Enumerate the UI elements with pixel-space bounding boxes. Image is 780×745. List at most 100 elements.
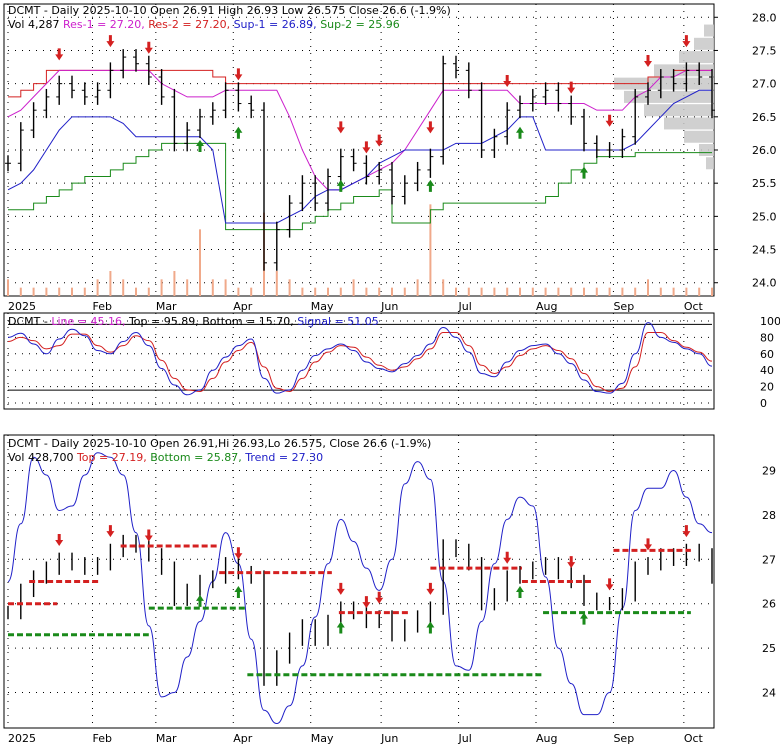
volume-bar <box>467 287 470 296</box>
price-volume-bars <box>7 204 713 296</box>
boll-sell-arrow <box>362 596 371 609</box>
price-panel: 28.0 27.5 27.0 26.5 26.0 25.5 25.0 24.5 24.0 DCM… <box>3 3 777 297</box>
sell-arrow <box>55 48 64 61</box>
osc-y-tick: 60 <box>760 348 774 361</box>
boll-sell-arrow <box>55 533 64 546</box>
buy-arrow <box>580 166 588 179</box>
profile-bar <box>684 130 714 143</box>
boll-y-tick: 28 <box>762 509 776 522</box>
boll-y-tick: 29 <box>762 465 776 478</box>
boll-sell-arrow <box>144 529 153 542</box>
buy-arrow <box>234 126 243 139</box>
boll-sell-arrow <box>567 556 576 569</box>
boll-sell-arrow <box>644 538 652 551</box>
buy-arrow <box>516 126 524 139</box>
boll-x-label: May <box>311 732 334 745</box>
bollinger-header-line1: DCMT - Daily 2025-10-10 Open 26.91,Hi 26… <box>8 437 431 450</box>
oscillator-panel-frame <box>3 312 715 410</box>
boll-x-label: Jul <box>458 732 472 745</box>
volume-bar <box>391 287 393 296</box>
volume-bar <box>211 279 214 296</box>
volume-bar <box>557 287 560 296</box>
profile-bar <box>679 51 714 64</box>
sell-arrow <box>567 81 576 94</box>
price-y-tick: 24.5 <box>752 244 777 257</box>
osc-y-tick: 20 <box>760 381 774 394</box>
volume-bar <box>493 287 496 296</box>
price-h2-part-3: Sup-1 = 26.89, <box>234 18 321 31</box>
volume-bar <box>365 287 368 296</box>
price-y-tick: 27.0 <box>752 78 777 91</box>
volume-bar <box>83 287 86 296</box>
volume-bar <box>621 287 624 296</box>
boll-y-tick: 27 <box>762 553 776 566</box>
volume-bar <box>275 271 278 296</box>
sup2-line <box>8 142 712 231</box>
volume-bar <box>160 279 163 296</box>
volume-bar <box>288 279 291 296</box>
bollinger-panel: 29 28 27 26 25 24 DCMT - Daily 2025-10-10 Ope… <box>3 434 776 729</box>
volume-bar <box>403 287 406 296</box>
bollinger-series <box>7 452 713 725</box>
profile-bar <box>664 117 714 130</box>
boll-x-label: Aug <box>536 732 557 745</box>
boll-buy-arrow <box>516 585 524 598</box>
price-y-tick: 25.0 <box>752 210 777 223</box>
osc-h1-part-3: Bottom = 15.70, <box>202 315 297 328</box>
sell-arrow <box>644 55 652 68</box>
price-x-label: Oct <box>684 300 704 313</box>
volume-bar <box>327 287 329 296</box>
boll-buy-arrow <box>426 621 435 634</box>
boll-h2-part-1: Top = 27.19, <box>76 451 150 464</box>
profile-bar <box>694 37 714 50</box>
price-x-label: Jul <box>458 300 472 313</box>
osc-h1-part-4: Signal = 51.05 <box>297 315 379 328</box>
volume-bar <box>45 287 48 296</box>
volume-bar <box>519 287 521 296</box>
oscillator-panel: 100 80 60 40 20 0 DCMT - Line = 45.16, Top = … <box>3 312 780 410</box>
price-y-tick: 26.0 <box>752 144 777 157</box>
volume-bar <box>32 287 35 296</box>
oscillator-series <box>7 322 713 396</box>
volume-bar <box>96 279 99 296</box>
boll-buy-arrow <box>336 621 345 634</box>
boll-buy-arrow <box>196 594 204 607</box>
osc-y-tick: 0 <box>760 397 767 410</box>
volume-bar <box>250 287 253 296</box>
boll-h2-part-2: Bottom = 25.87, <box>150 451 245 464</box>
boll-x-label: Jun <box>380 732 398 745</box>
volume-bar <box>186 279 189 296</box>
boll-y-tick: 26 <box>762 598 776 611</box>
boll-x-label: Sep <box>613 732 634 745</box>
boll-x-label: Oct <box>684 732 704 745</box>
boll-band-line <box>7 452 713 725</box>
oscillator-header: DCMT - Line = 45.16, Top = 95.89, Bottom… <box>8 315 379 328</box>
boll-x-label: Feb <box>92 732 111 745</box>
boll-buy-arrow <box>234 585 243 598</box>
buy-arrow <box>336 179 345 192</box>
volume-bar <box>352 279 355 296</box>
boll-y-tick: 25 <box>762 642 776 655</box>
volume-bar <box>339 287 342 296</box>
price-h2-part-0: Vol 4,287 <box>8 18 63 31</box>
price-x-label: Apr <box>233 300 253 313</box>
profile-bar <box>644 104 714 117</box>
price-signal-markers <box>55 35 691 192</box>
boll-h2-part-3: Trend = 27.30 <box>244 451 323 464</box>
volume-bar <box>378 287 381 296</box>
volume-bar <box>301 287 304 296</box>
volume-bar <box>135 287 137 296</box>
volume-bar <box>480 287 483 296</box>
sell-arrow <box>682 35 691 48</box>
profile-bar <box>699 144 714 156</box>
boll-h2-part-0: Vol 428,700 <box>8 451 77 464</box>
volume-bar <box>147 287 150 296</box>
bollinger-x-axis: 2025 Feb Mar Apr May Jun Jul Aug Sep Oct <box>8 732 704 745</box>
volume-bar <box>429 204 432 296</box>
boll-sell-arrow <box>106 525 115 538</box>
volume-bar <box>442 279 445 296</box>
volume-bar <box>224 279 227 296</box>
price-y-tick: 25.5 <box>752 177 777 190</box>
profile-bar <box>704 24 714 37</box>
